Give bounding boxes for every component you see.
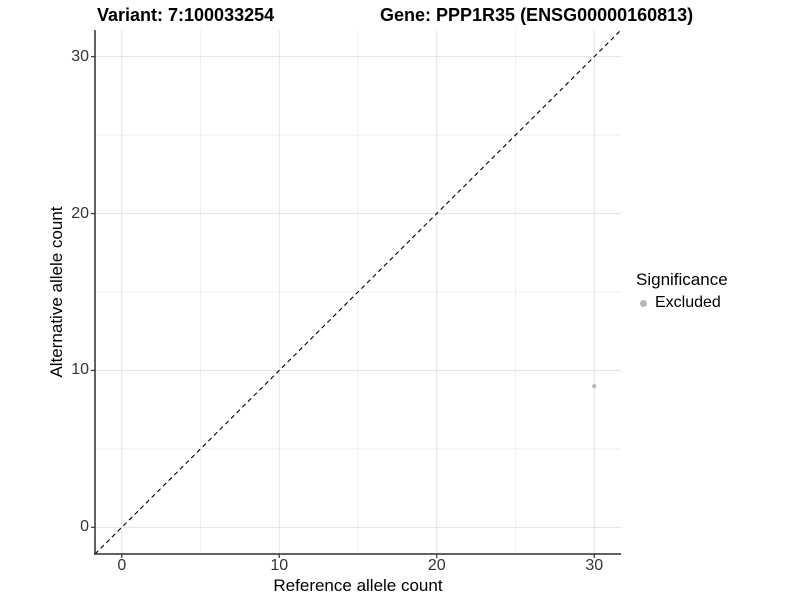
legend-item-label: Excluded xyxy=(655,294,721,311)
x-tick-label: 10 xyxy=(270,557,289,574)
y-tick-label: 30 xyxy=(71,47,89,65)
identity-dashed-line xyxy=(94,29,622,555)
x-tick-label: 20 xyxy=(427,557,446,574)
legend-item-excluded: Excluded xyxy=(636,293,800,313)
excluded-point-icon xyxy=(640,299,647,307)
gene-title: Gene: PPP1R35 (ENSG00000160813) xyxy=(380,5,694,25)
legend-title: Significance xyxy=(636,270,728,289)
y-tick-label: 10 xyxy=(71,361,89,379)
x-tick-label: 30 xyxy=(585,557,604,574)
y-axis-title: Alternative allele count xyxy=(47,206,66,378)
variant-title: Variant: 7:100033254 xyxy=(97,5,275,25)
y-tick-label: 0 xyxy=(80,518,89,536)
data-point xyxy=(592,384,597,389)
legend: Significance Excluded xyxy=(636,270,800,313)
y-tick-label: 20 xyxy=(71,204,89,222)
x-axis-title: Reference allele count xyxy=(273,576,443,595)
x-tick-label: 0 xyxy=(117,557,127,574)
